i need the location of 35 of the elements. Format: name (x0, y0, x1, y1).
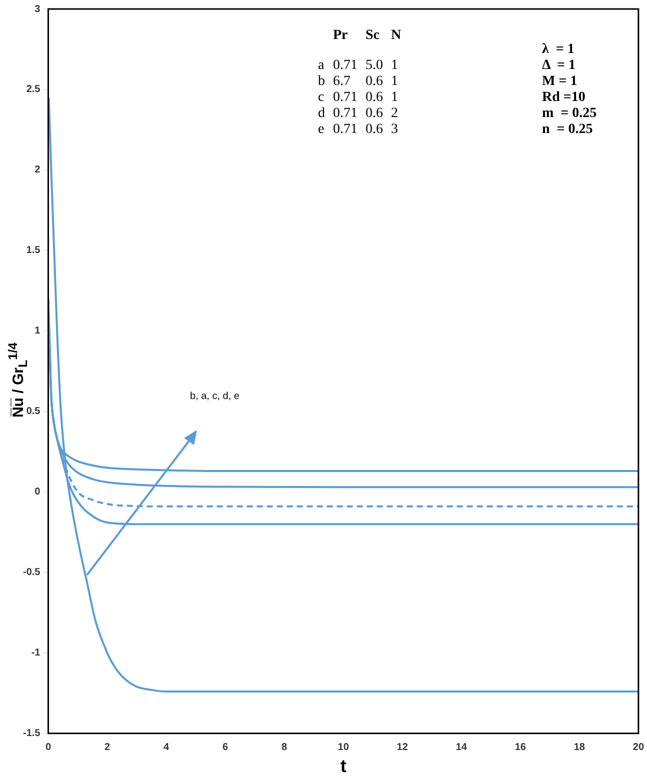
annotation: e 0.71 0.6 3 (318, 122, 399, 138)
x-tick-label: 20 (632, 742, 644, 754)
y-tick-label: -1 (31, 648, 41, 659)
annotation: Δ = 1 (542, 58, 576, 74)
x-tick-label: 14 (456, 742, 468, 754)
annotation: b, a, c, d, e (190, 391, 240, 402)
y-tick-label: 1.5 (26, 245, 41, 256)
y-tick-label: 0 (34, 486, 41, 498)
y-tick-label: 2.5 (26, 84, 41, 96)
annotation: c 0.71 0.6 1 (318, 90, 399, 106)
y-tick-label: 3 (34, 4, 41, 15)
y-tick-label: -1.5 (22, 728, 41, 740)
annotation: Rd =10 (542, 90, 586, 106)
annotation: n = 0.25 (542, 122, 594, 138)
x-tick-label: 0 (45, 742, 52, 754)
annotation: M = 1 (542, 74, 578, 90)
annotation: b 6.7 0.6 1 (318, 74, 399, 90)
x-tick-label: 12 (396, 742, 408, 754)
annotation: m = 0.25 (542, 106, 597, 122)
x-tick-label: 16 (514, 742, 526, 754)
x-tick-label: 4 (163, 742, 170, 754)
y-tick-label: 0.5 (26, 406, 41, 418)
y-tick-label: -0.5 (22, 567, 41, 578)
text: Pr Sc N (333, 28, 402, 43)
x-tick-label: 18 (574, 742, 586, 754)
annotation: a 0.71 5.0 1 (318, 58, 399, 74)
x-tick-label: 6 (222, 742, 229, 754)
x-tick-label: 2 (104, 742, 110, 754)
x-tick-label: 10 (338, 742, 350, 754)
x-axis-title: t (340, 756, 346, 776)
y-tick-label: 2 (34, 164, 41, 176)
x-tick-label: 8 (282, 742, 288, 754)
y-tick-label: 1 (34, 326, 41, 337)
annotation: d 0.71 0.6 2 (318, 106, 399, 122)
annotation: λ = 1 (542, 42, 576, 58)
